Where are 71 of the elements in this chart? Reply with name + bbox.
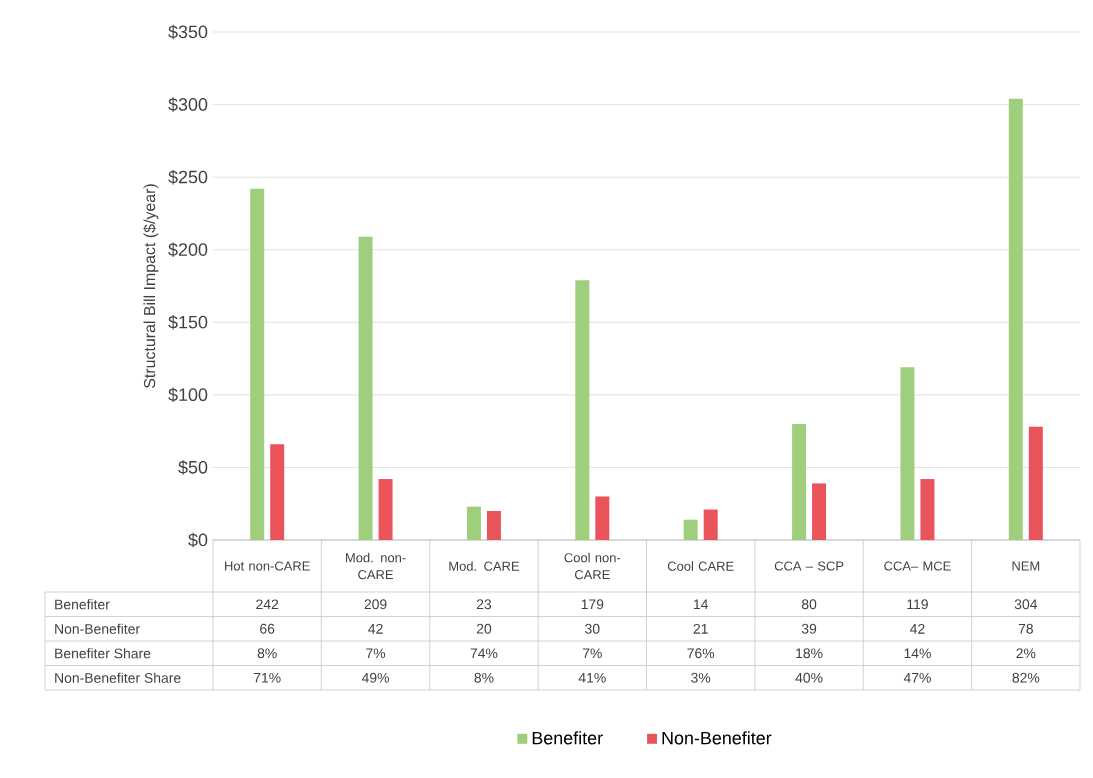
- text: 82%: [1012, 672, 1040, 683]
- y-tick-label: $350: [168, 24, 208, 40]
- text: Benefiter Share: [55, 648, 151, 659]
- data-label: 14: [693, 599, 709, 610]
- bar: [683, 519, 698, 540]
- x-tick-label: NEM: [1012, 561, 1040, 571]
- data-label: 80: [801, 599, 817, 610]
- data-label: 209: [364, 599, 387, 610]
- y-tick-label: $50: [178, 460, 208, 475]
- x-tick-label: Mod. CARE: [449, 561, 519, 571]
- y-axis-title: Structural Bill Impact ($/year): [143, 184, 159, 389]
- data-label: 179: [581, 599, 604, 610]
- bar: [900, 367, 915, 540]
- data-label: 23: [476, 599, 492, 610]
- data-label: 66: [260, 623, 275, 634]
- text: 18%: [796, 648, 823, 659]
- bar: [466, 506, 481, 540]
- bar: [378, 479, 393, 540]
- data-label: 42: [910, 623, 925, 634]
- y-tick-label: $300: [168, 97, 208, 112]
- x-tick-label: Mod. non-CARE: [346, 552, 406, 580]
- text: Non-Benefiter: [55, 623, 140, 634]
- y-tick-label: $100: [168, 387, 208, 403]
- bar: [703, 509, 718, 540]
- y-tick-label: $250: [168, 169, 208, 185]
- bar: [595, 496, 610, 540]
- data-label: 119: [907, 599, 928, 610]
- data-label: 42: [368, 623, 383, 634]
- text: 74%: [470, 648, 498, 659]
- text: 7%: [366, 648, 386, 659]
- legend-label: Non-Benefiter: [662, 731, 772, 745]
- text: 3%: [691, 672, 711, 683]
- bar: [575, 280, 590, 540]
- bar: [812, 483, 827, 540]
- bar: [270, 444, 285, 540]
- text: 76%: [687, 648, 715, 659]
- text: 40%: [795, 672, 823, 683]
- legend-label: Benefiter: [532, 731, 603, 745]
- bar: [358, 236, 373, 540]
- y-tick-label: $0: [188, 532, 208, 548]
- text: Benefiter: [55, 599, 110, 610]
- data-label: 78: [1018, 623, 1033, 634]
- data-label: 30: [585, 623, 600, 634]
- text: 2%: [1016, 648, 1036, 659]
- text: Non-Benefiter Share: [55, 672, 181, 683]
- text: 7%: [582, 648, 602, 659]
- bar: [920, 479, 935, 540]
- x-tick-label: CCA– MCE: [884, 561, 951, 571]
- y-tick-label: $150: [168, 315, 208, 330]
- bar: [486, 510, 501, 540]
- bar: [792, 423, 807, 540]
- text: 8%: [474, 672, 494, 683]
- x-tick-label: CCA – SCP: [774, 561, 844, 571]
- bar: [250, 188, 265, 540]
- y-tick-label: $200: [168, 242, 208, 257]
- data-label: 242: [256, 599, 279, 610]
- text: 14%: [904, 648, 931, 659]
- x-tick-label: Hot non-CARE: [225, 561, 310, 571]
- text: 8%: [257, 648, 277, 659]
- data-label: 21: [693, 623, 708, 634]
- bar: [1028, 426, 1043, 540]
- text: 49%: [361, 672, 390, 683]
- data-label: 304: [1014, 599, 1038, 610]
- x-tick-label: Cool CARE: [667, 561, 734, 571]
- bar: [1008, 98, 1023, 540]
- text: 71%: [253, 672, 281, 683]
- text: 47%: [903, 672, 931, 683]
- text: 41%: [578, 672, 606, 683]
- data-label: 39: [801, 623, 817, 634]
- data-label: 20: [476, 623, 492, 634]
- x-tick-label: Cool non-CARE: [564, 552, 621, 580]
